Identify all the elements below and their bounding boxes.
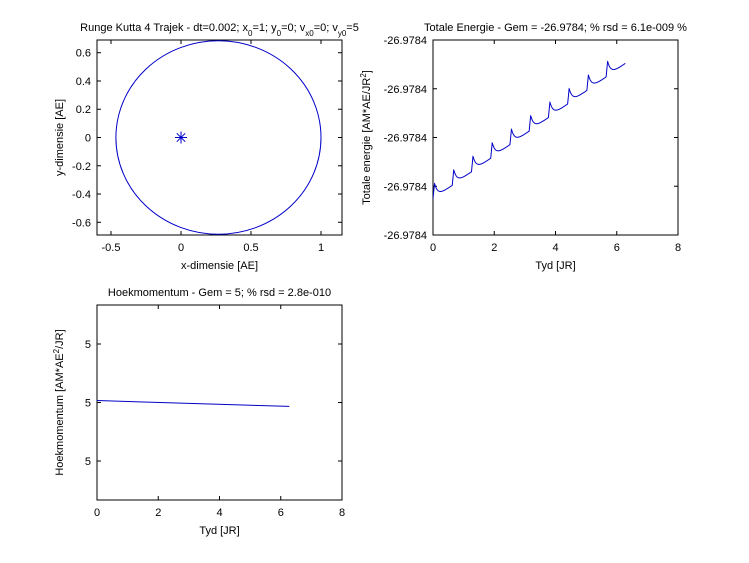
x-axis-label: Tyd [JR] — [199, 525, 239, 537]
y-tick-label: -26.9784 — [384, 230, 427, 242]
y-tick-label: -26.9784 — [384, 35, 427, 47]
y-tick-label: -26.9784 — [384, 133, 427, 145]
x-tick-label: 8 — [675, 242, 681, 254]
x-tick-label: 2 — [155, 507, 161, 519]
x-tick-label: 0.5 — [243, 242, 258, 254]
x-tick-label: 2 — [491, 242, 497, 254]
momentum-series — [97, 400, 290, 407]
y-tick-label: 5 — [85, 339, 91, 351]
x-tick-label: 4 — [552, 242, 558, 254]
x-tick-label: 6 — [614, 242, 620, 254]
energy-series — [433, 60, 626, 199]
x-tick-label: 0 — [430, 242, 436, 254]
y-tick-label: 5 — [85, 398, 91, 410]
y-axis-label: Totale energie [AM*AE/JR2] — [359, 70, 374, 205]
chart-momentum: 0 2 4 6 8 5 5 5 Hoekmomentum - Gem = 5; % rsd = … — [52, 287, 346, 537]
x-tick-label: 6 — [278, 507, 284, 519]
x-tick-label: 0 — [94, 507, 100, 519]
x-tick-label: 0 — [178, 242, 184, 254]
y-tick-label: 0.4 — [76, 76, 91, 88]
chart-title: Totale Energie - Gem = -26.9784; % rsd =… — [424, 22, 687, 34]
x-axis-label: Tyd [JR] — [535, 260, 575, 272]
orbit-series — [115, 40, 322, 235]
y-tick-label: 5 — [85, 456, 91, 468]
x-tick-label: 8 — [339, 507, 345, 519]
y-tick-label: -0.4 — [72, 189, 91, 201]
x-tick-label: 4 — [216, 507, 222, 519]
central-body-marker — [175, 131, 187, 144]
x-tick-label: -0.5 — [102, 242, 121, 254]
y-axis-label: y-dimensie [AE] — [54, 99, 66, 176]
chart-title: Runge Kutta 4 Trajek - dt=0.002; x0=1; y… — [80, 22, 359, 38]
x-axis-label: x-dimensie [AE] — [181, 260, 258, 272]
y-axis-label: Hoekmomentum [AM*AE2/JR] — [52, 329, 67, 475]
y-tick-label: -0.2 — [72, 161, 91, 173]
y-tick-label: 0.2 — [76, 104, 91, 116]
chart-title: Hoekmomentum - Gem = 5; % rsd = 2.8e-010 — [108, 287, 331, 299]
y-tick-label: -26.9784 — [384, 84, 427, 96]
chart-energy: 0 2 4 6 8 -26.9784 -26.9784 -26.9784 -26.9784 -26… — [359, 22, 688, 272]
y-tick-label: -0.6 — [72, 217, 91, 229]
chart-trajectory: -0.5 0 0.5 1 -0.6 -0.4 -0.2 0 0.2 0.4 0.6 Runge Kut… — [54, 22, 359, 272]
y-tick-label: 0.6 — [76, 48, 91, 60]
y-tick-label: -26.9784 — [384, 181, 427, 193]
x-tick-label: 1 — [318, 242, 324, 254]
y-tick-label: 0 — [85, 133, 91, 145]
